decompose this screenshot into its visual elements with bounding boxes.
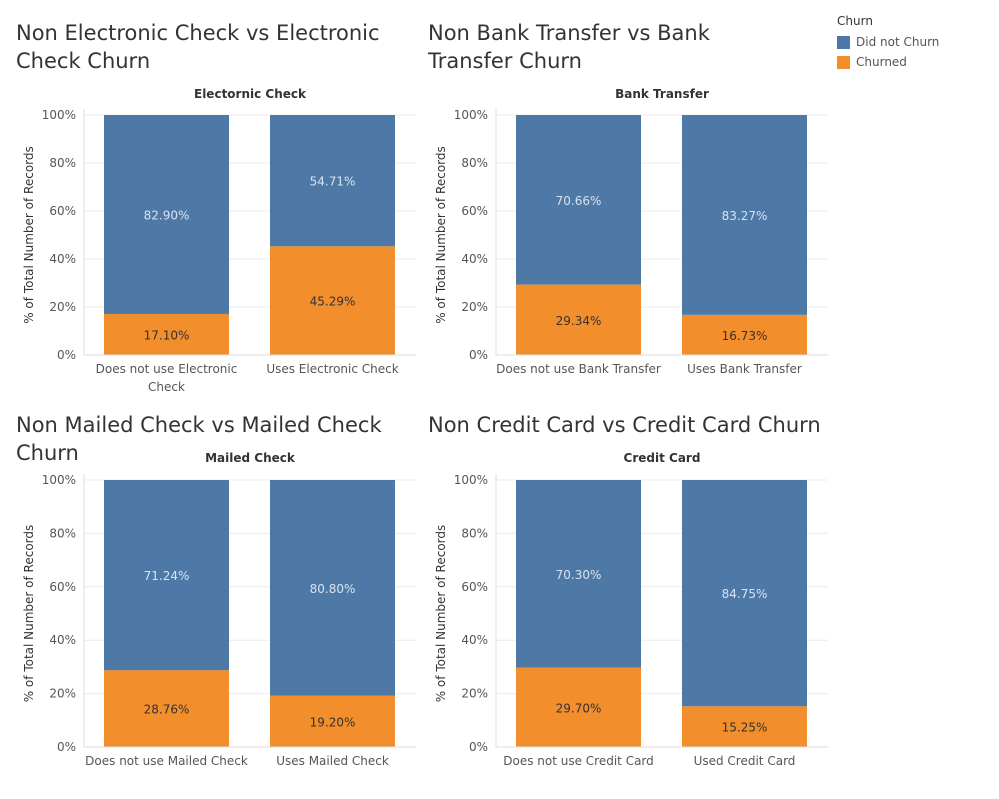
chart-subtitle: Mailed Check [205, 451, 296, 465]
legend-item-did-not-churn[interactable]: Did not Churn [837, 32, 939, 52]
y-tick-label: 100% [454, 473, 488, 487]
data-label: 19.20% [310, 715, 356, 729]
y-axis-label: % of Total Number of Records [22, 525, 36, 703]
y-tick-label: 60% [461, 580, 488, 594]
x-category-label: Uses Mailed Check [276, 754, 389, 768]
bar-churned [516, 667, 641, 747]
y-tick-label: 40% [49, 252, 76, 266]
data-label: 29.70% [556, 701, 602, 715]
y-axis-label: % of Total Number of Records [434, 525, 448, 703]
y-tick-label: 20% [49, 300, 76, 314]
legend-title: Churn [837, 14, 873, 28]
x-category-label: Used Credit Card [694, 754, 796, 768]
y-tick-label: 80% [49, 156, 76, 170]
chart-title: Non Electronic Check vs Electronic Check… [16, 21, 380, 73]
chart-panel: Electornic Check 0% 20% 40% 60% 80% 100% % of T… [22, 87, 416, 394]
bar-did-not-churn [682, 115, 807, 315]
y-tick-label: 20% [49, 687, 76, 701]
data-label: 82.90% [144, 208, 190, 222]
y-tick-label: 0% [469, 348, 488, 362]
data-label: 15.25% [722, 721, 768, 735]
data-label: 83.27% [722, 209, 768, 223]
data-label: 54.71% [310, 175, 356, 189]
bar-churned [516, 284, 641, 355]
chart-subtitle: Electornic Check [194, 87, 307, 101]
x-category-label: Uses Electronic Check [266, 362, 398, 376]
bar-did-not-churn [270, 115, 395, 247]
data-label: 17.10% [144, 328, 190, 342]
y-tick-label: 60% [49, 580, 76, 594]
data-label: 70.30% [556, 568, 602, 582]
y-axis-label: % of Total Number of Records [434, 146, 448, 324]
bar-did-not-churn [516, 115, 641, 285]
bar-churned [270, 246, 395, 355]
legend-label: Did not Churn [856, 35, 940, 49]
x-category-label: Does not use Credit Card [503, 754, 654, 768]
x-category-label: Does not use Electronic [96, 362, 238, 376]
y-tick-label: 100% [42, 108, 76, 122]
legend-swatch [837, 55, 850, 69]
y-tick-label: 60% [461, 204, 488, 218]
legend-item-churned[interactable]: Churned [837, 52, 939, 72]
chart-panel: Bank Transfer 0% 20% 40% 60% 80% 100% % of Tota… [434, 87, 828, 376]
bar-did-not-churn [270, 480, 395, 696]
chart-title: Non Credit Card vs Credit Card Churn [428, 413, 821, 437]
y-tick-label: 80% [461, 526, 488, 540]
data-label: 16.73% [722, 329, 768, 343]
bar-churned [682, 314, 807, 355]
chart-panel: Credit Card 0% 20% 40% 60% 80% 100% % of Total … [434, 451, 828, 768]
y-tick-label: 40% [49, 633, 76, 647]
bar-churned [104, 670, 229, 747]
data-label: 80.80% [310, 582, 356, 596]
y-tick-label: 40% [461, 252, 488, 266]
data-label: 70.66% [556, 194, 602, 208]
x-category-label: Does not use Mailed Check [85, 754, 248, 768]
data-label: 71.24% [144, 569, 190, 583]
y-tick-label: 80% [49, 526, 76, 540]
y-tick-label: 100% [454, 108, 488, 122]
legend-label: Churned [856, 55, 907, 69]
bar-did-not-churn [516, 480, 641, 668]
chart-subtitle: Bank Transfer [615, 87, 709, 101]
y-tick-label: 80% [461, 156, 488, 170]
bar-churned [104, 313, 229, 355]
bar-did-not-churn [104, 480, 229, 671]
data-label: 28.76% [144, 703, 190, 717]
chart-title: Non Mailed Check vs Mailed Check Churn [16, 413, 382, 465]
y-tick-label: 100% [42, 473, 76, 487]
y-tick-label: 0% [469, 740, 488, 754]
chart-panel: Mailed Check 0% 20% 40% 60% 80% 100% % of Total… [22, 451, 416, 768]
chart-title: Non Bank Transfer vs Bank Transfer Churn [428, 21, 710, 73]
y-tick-label: 0% [57, 348, 76, 362]
bar-churned [270, 695, 395, 747]
y-axis-label: % of Total Number of Records [22, 146, 36, 324]
x-category-label: Uses Bank Transfer [687, 362, 802, 376]
data-label: 84.75% [722, 587, 768, 601]
y-tick-label: 0% [57, 740, 76, 754]
bar-did-not-churn [104, 115, 229, 314]
y-tick-label: 20% [461, 300, 488, 314]
legend-swatch [837, 35, 850, 49]
bar-churned [682, 706, 807, 747]
y-tick-label: 60% [49, 204, 76, 218]
y-tick-label: 40% [461, 633, 488, 647]
x-category-label: Check [148, 380, 185, 394]
y-tick-label: 20% [461, 687, 488, 701]
data-label: 45.29% [310, 295, 356, 309]
x-category-label: Does not use Bank Transfer [496, 362, 661, 376]
data-label: 29.34% [556, 314, 602, 328]
legend: Churn Did not Churn Churned [837, 14, 939, 72]
chart-subtitle: Credit Card [624, 451, 701, 465]
bar-did-not-churn [682, 480, 807, 707]
